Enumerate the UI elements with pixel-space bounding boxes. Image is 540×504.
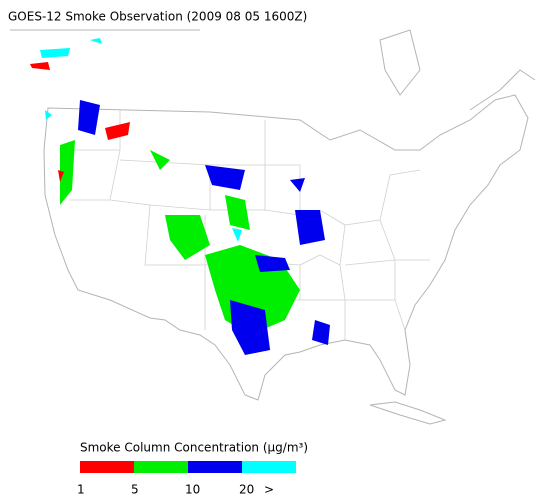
legend-swatch bbox=[134, 461, 188, 473]
legend: 1 5 10 20 > bbox=[77, 461, 296, 497]
map-title: GOES-12 Smoke Observation (2009 08 05 16… bbox=[8, 10, 307, 24]
legend-tick-label: 20 bbox=[239, 483, 254, 497]
canada-coast bbox=[10, 29, 536, 111]
us-outline bbox=[43, 94, 529, 401]
smoke-plumes bbox=[30, 38, 330, 355]
legend-title: Smoke Column Concentration (μg/m³) bbox=[80, 441, 308, 455]
smoke-area bbox=[60, 140, 300, 335]
legend-tick-label: > bbox=[264, 483, 274, 497]
legend-swatch bbox=[188, 461, 242, 473]
legend-tick-label: 10 bbox=[185, 483, 200, 497]
legend-tick-label: 5 bbox=[131, 483, 139, 497]
cuba bbox=[369, 401, 447, 425]
legend-swatch bbox=[242, 461, 296, 473]
legend-swatch bbox=[80, 461, 134, 473]
basemap bbox=[10, 29, 536, 425]
legend-tick-label: 1 bbox=[77, 483, 85, 497]
